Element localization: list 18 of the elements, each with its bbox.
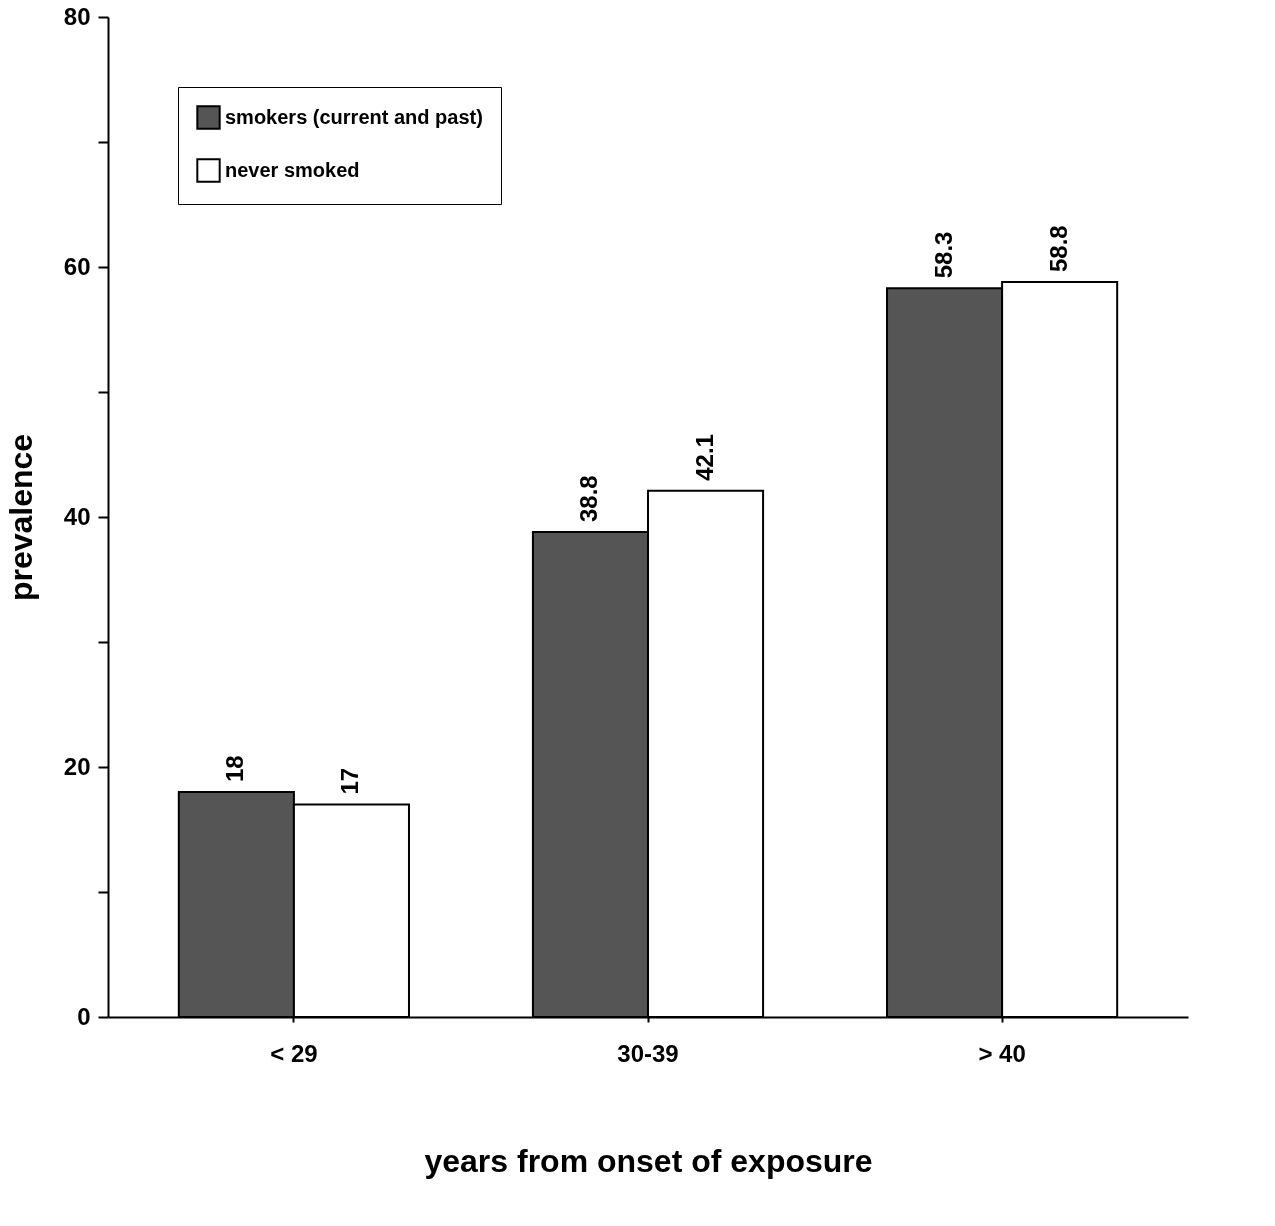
data-label: 17 <box>336 767 364 795</box>
data-label: 58.3 <box>929 231 957 279</box>
y-tick-label: 20 <box>63 752 91 780</box>
y-tick-label: 40 <box>63 502 91 530</box>
x-axis-title: years from onset of exposure <box>424 1142 873 1179</box>
y-tick-label: 0 <box>77 1002 91 1030</box>
data-label: 18 <box>221 755 249 782</box>
y-tick-label: 80 <box>63 2 91 30</box>
legend-label: never smoked <box>225 158 360 181</box>
x-tick-label: > 40 <box>978 1039 1026 1067</box>
y-tick-label: 60 <box>63 252 91 280</box>
x-tick-label: < 29 <box>270 1039 318 1067</box>
data-label: 58.8 <box>1044 225 1072 272</box>
x-tick-label: 30-39 <box>617 1039 679 1067</box>
data-label: 38.8 <box>575 475 603 522</box>
legend-label: smokers (current and past) <box>225 105 483 128</box>
data-label: 42.1 <box>690 434 718 481</box>
y-axis-title: prevalence <box>2 433 39 602</box>
